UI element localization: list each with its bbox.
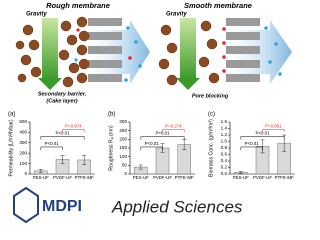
y-tick-label: 0.8 bbox=[221, 145, 228, 150]
membrane bbox=[88, 18, 122, 82]
significance-bracket bbox=[140, 136, 185, 140]
graphical-abstract: Rough membrane Gravity Secondary barrier… bbox=[8, 1, 295, 224]
significance-label: P<0.01 bbox=[255, 131, 270, 136]
panel-note: Pore blocking bbox=[192, 93, 229, 99]
error-bar bbox=[260, 139, 265, 154]
y-tick-label: 100 bbox=[19, 161, 27, 166]
significance-label: P=0.051 bbox=[265, 123, 282, 128]
y-tick-label: 1.0 bbox=[221, 139, 228, 144]
diagram: Rough membrane Gravity Secondary barrier… bbox=[15, 1, 292, 104]
significance-label: P<0.01 bbox=[245, 141, 260, 146]
gravity-arrow bbox=[42, 18, 58, 80]
gravity-head bbox=[38, 78, 62, 90]
y-tick-label: 0 bbox=[24, 171, 27, 176]
charts: (a)Permeability (L/m²/h/bar) 0 100 200 300 40… bbox=[8, 112, 295, 180]
y-tick-label: 0.6 bbox=[221, 152, 228, 157]
x-tick-label: PES-UF bbox=[133, 175, 149, 180]
particles bbox=[15, 16, 90, 88]
y-tick-label: 400 bbox=[19, 130, 27, 135]
y-tick-label: 0 bbox=[124, 171, 127, 176]
x-tick-label: PTFE-MF bbox=[75, 175, 94, 180]
y-tick-label: 500 bbox=[19, 119, 27, 124]
x-tick-label: PVDF-UF bbox=[53, 175, 72, 180]
y-tick-label: 1.4 bbox=[221, 126, 228, 131]
x-tick-label: PTFE-MF bbox=[175, 175, 194, 180]
force-label: Gravity bbox=[166, 12, 187, 18]
y-tick-label: 0.4 bbox=[221, 158, 228, 163]
y-tick-label: 0.0 bbox=[221, 171, 228, 176]
significance-label: P<0.01 bbox=[45, 141, 60, 146]
error-bar bbox=[60, 155, 65, 164]
panel-note: (Cake layer) bbox=[46, 98, 77, 104]
journal: Applied Sciences bbox=[111, 197, 243, 216]
x-tick-label: PVDF-UF bbox=[153, 175, 172, 180]
logo-mark bbox=[13, 186, 39, 224]
y-tick-label: 0.2 bbox=[221, 165, 228, 170]
y-tick-label: 300 bbox=[19, 140, 27, 145]
membrane bbox=[226, 18, 260, 82]
y-tick-label: 100 bbox=[119, 154, 127, 159]
significance-bracket bbox=[240, 146, 263, 150]
panel-title: Rough membrane bbox=[46, 1, 110, 10]
y-tick-label: 1.2 bbox=[221, 132, 228, 137]
y-tick-label: 150 bbox=[119, 145, 127, 150]
y-axis-label: Biomass Conc. (g/m²/m³) bbox=[208, 119, 214, 177]
panel-label: (b) bbox=[108, 112, 115, 118]
y-tick-label: 300 bbox=[119, 119, 127, 124]
significance-bracket bbox=[40, 136, 85, 140]
gravity-head bbox=[176, 78, 200, 90]
error-bar bbox=[238, 171, 243, 174]
error-bar bbox=[138, 164, 143, 170]
solutes bbox=[222, 26, 282, 76]
error-bar bbox=[38, 169, 43, 173]
x-tick-label: PES-UF bbox=[233, 175, 249, 180]
footer: MDPI Applied Sciences bbox=[13, 186, 243, 224]
significance-label: P=0.274 bbox=[165, 123, 182, 128]
solutes bbox=[74, 26, 142, 82]
panel-label: (c) bbox=[208, 112, 215, 118]
significance-label: P<0.01 bbox=[155, 131, 170, 136]
significance-bracket bbox=[62, 129, 85, 133]
error-bar bbox=[82, 155, 87, 165]
significance-bracket bbox=[140, 146, 163, 150]
significance-bracket bbox=[40, 146, 63, 150]
panel-label: (a) bbox=[8, 112, 15, 118]
x-tick-label: PES-UF bbox=[33, 175, 49, 180]
y-tick-label: 50 bbox=[122, 163, 128, 168]
y-axis-label: Permeability (L/m²/h/bar) bbox=[8, 119, 14, 176]
gravity-arrow bbox=[180, 18, 196, 80]
x-tick-label: PVDF-UF bbox=[253, 175, 272, 180]
force-label: Gravity bbox=[26, 12, 47, 18]
y-tick-label: 200 bbox=[119, 137, 127, 142]
particles bbox=[158, 20, 220, 86]
significance-bracket bbox=[240, 136, 285, 140]
significance-bracket bbox=[162, 129, 185, 133]
y-tick-label: 250 bbox=[119, 128, 127, 133]
significance-label: P=0.974 bbox=[65, 123, 82, 128]
x-tick-label: PTFE-MF bbox=[275, 175, 294, 180]
panel-title: Smooth membrane bbox=[184, 1, 252, 10]
significance-label: P<0.01 bbox=[145, 141, 160, 146]
significance-label: P<0.01 bbox=[55, 131, 70, 136]
y-axis-label: Roughness Rₐ (nm) bbox=[108, 125, 114, 171]
y-tick-label: 200 bbox=[19, 150, 27, 155]
panel-note: Secondary barrier, bbox=[38, 91, 87, 97]
publisher: MDPI bbox=[42, 198, 82, 215]
significance-bracket bbox=[262, 129, 285, 133]
y-tick-label: 1.6 bbox=[221, 119, 228, 124]
